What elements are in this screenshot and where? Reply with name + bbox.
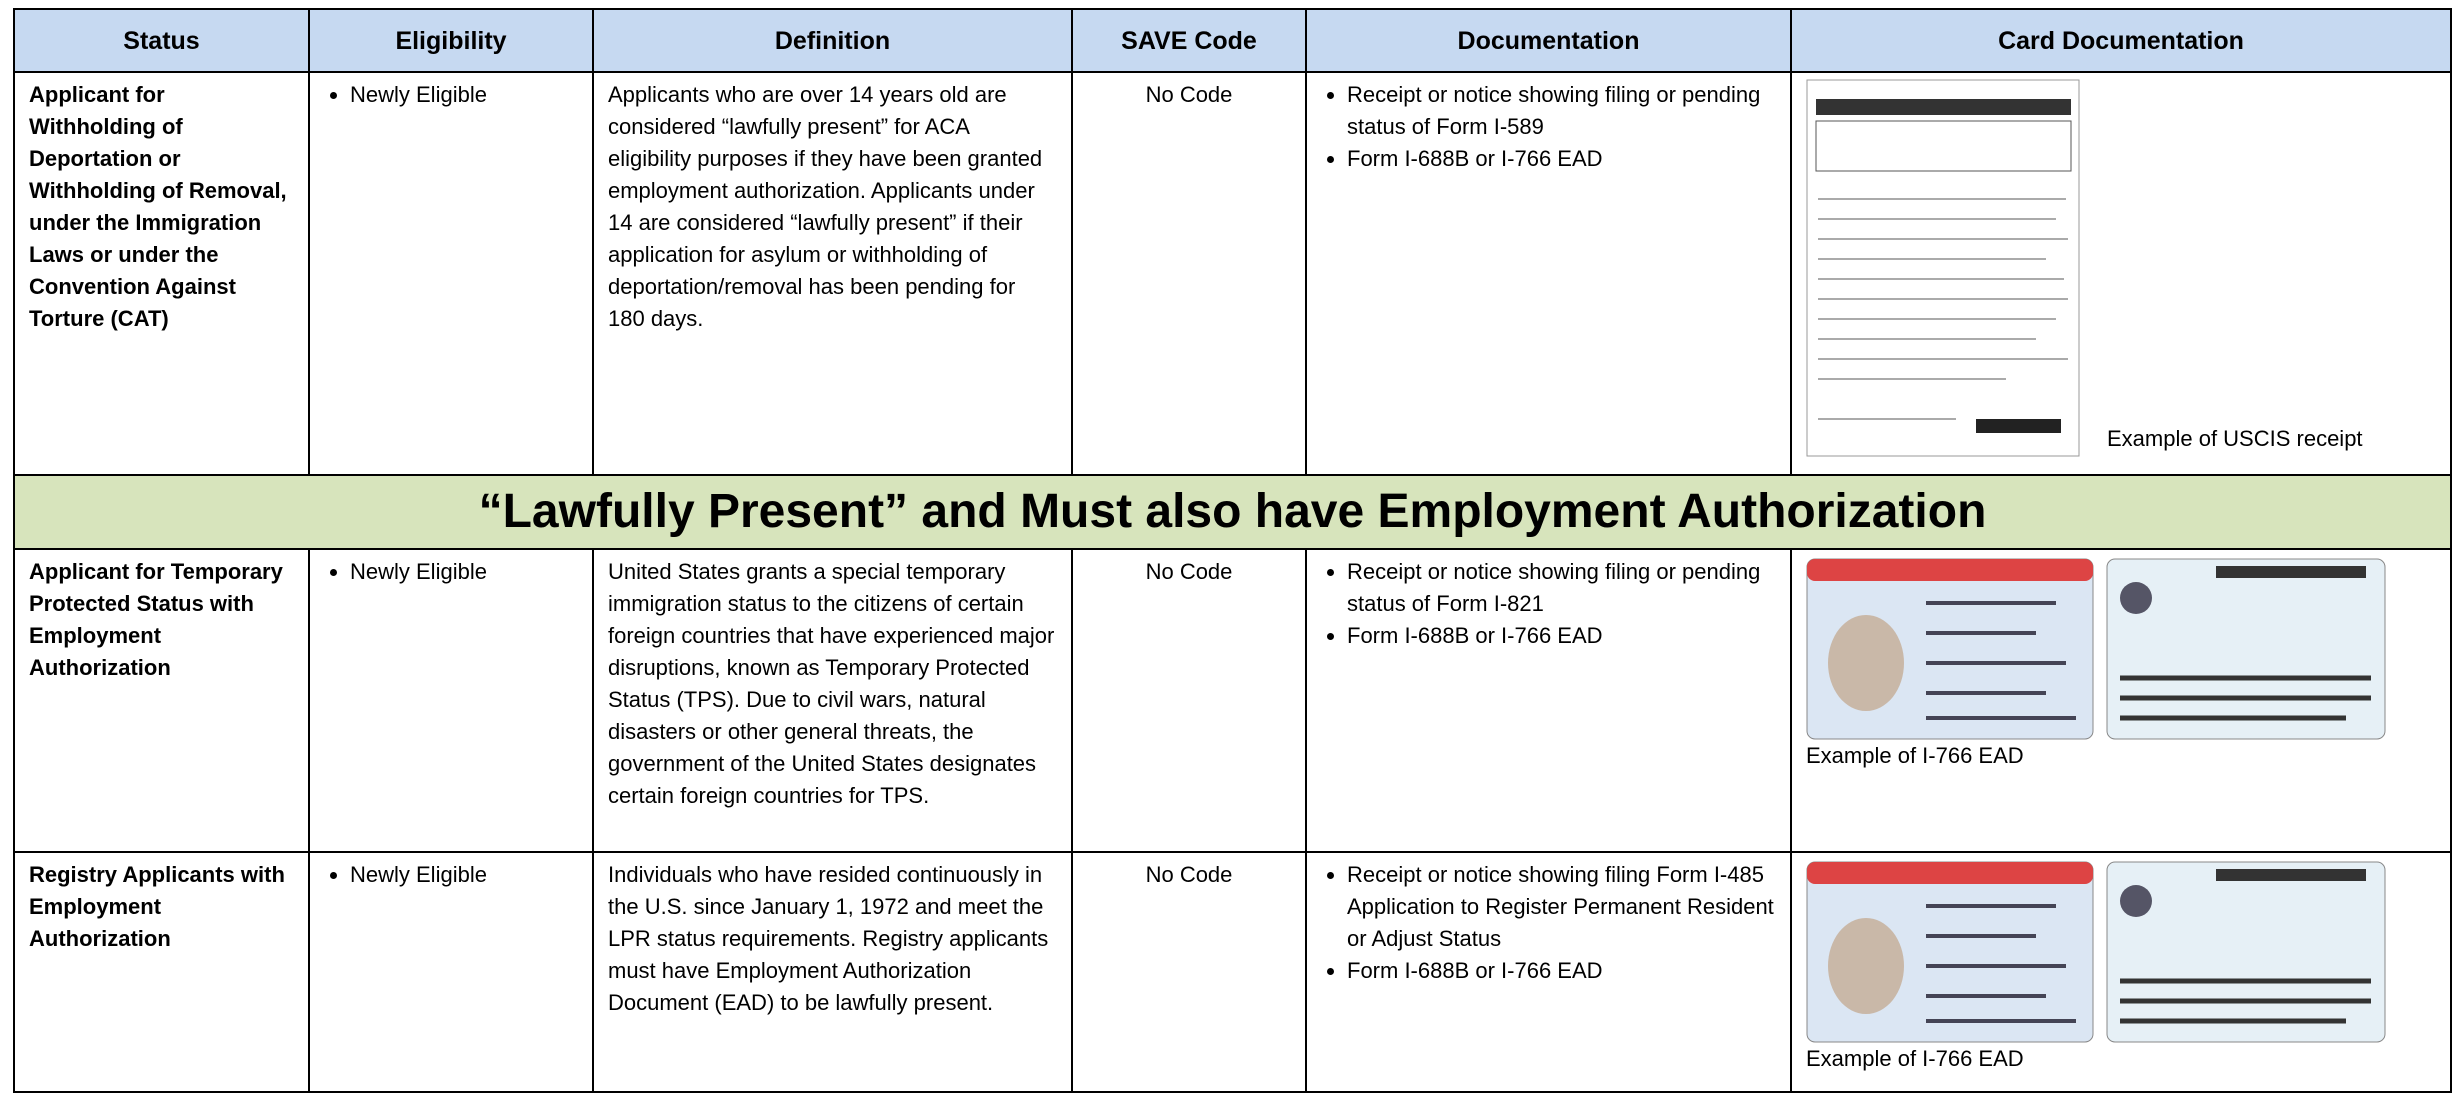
card-front xyxy=(1806,861,2094,1043)
definition: United States grants a special temporary… xyxy=(592,548,1073,853)
doc-item: Receipt or notice showing filing or pend… xyxy=(1347,556,1776,620)
status-table: Status Eligibility Definition SAVE Code … xyxy=(13,8,2452,1093)
save-code: No Code xyxy=(1071,548,1307,853)
header-cell: Status xyxy=(13,8,310,73)
row: Registry Applicants with Employment Auth… xyxy=(13,851,2452,1093)
eligibility-item: Newly Eligible xyxy=(350,79,578,111)
card-cell: Example of USCIS receipt xyxy=(1790,71,2452,476)
header-cell: SAVE Code xyxy=(1071,8,1307,73)
eligibility: Newly Eligible xyxy=(308,71,594,476)
card-cell: Example of I-766 EAD xyxy=(1790,851,2452,1093)
card-back xyxy=(2106,861,2386,1043)
status: Registry Applicants with Employment Auth… xyxy=(13,851,310,1093)
eligibility: Newly Eligible xyxy=(308,548,594,853)
row: Applicant for Withholding of Deportation… xyxy=(13,71,2452,476)
documentation: Receipt or notice showing filing or pend… xyxy=(1305,71,1792,476)
eligibility-item: Newly Eligible xyxy=(350,859,578,891)
eligibility: Newly Eligible xyxy=(308,851,594,1093)
card-back xyxy=(2106,558,2386,740)
card-caption: Example of I-766 EAD xyxy=(1806,1046,2024,1071)
card-caption: Example of I-766 EAD xyxy=(1806,743,2024,768)
doc-item: Form I-688B or I-766 EAD xyxy=(1347,620,1776,652)
documentation: Receipt or notice showing filing Form I-… xyxy=(1305,851,1792,1093)
save-code: No Code xyxy=(1071,71,1307,476)
status: Applicant for Temporary Protected Status… xyxy=(13,548,310,853)
doc-item: Receipt or notice showing filing Form I-… xyxy=(1347,859,1776,955)
doc-item: Form I-688B or I-766 EAD xyxy=(1347,143,1776,175)
header-row: Status Eligibility Definition SAVE Code … xyxy=(13,8,2452,73)
doc-item: Form I-688B or I-766 EAD xyxy=(1347,955,1776,987)
banner: “Lawfully Present” and Must also have Em… xyxy=(13,474,2452,550)
card-front xyxy=(1806,558,2094,740)
status: Applicant for Withholding of Deportation… xyxy=(13,71,310,476)
save-code: No Code xyxy=(1071,851,1307,1093)
definition: Individuals who have resided continuousl… xyxy=(592,851,1073,1093)
doc-item: Receipt or notice showing filing or pend… xyxy=(1347,79,1776,143)
row: Applicant for Temporary Protected Status… xyxy=(13,548,2452,853)
card-caption: Example of USCIS receipt xyxy=(2107,426,2363,451)
header-cell: Eligibility xyxy=(308,8,594,73)
header-cell: Documentation xyxy=(1305,8,1792,73)
documentation: Receipt or notice showing filing or pend… xyxy=(1305,548,1792,853)
receipt-image xyxy=(1806,79,2080,457)
header-cell: Card Documentation xyxy=(1790,8,2452,73)
header-cell: Definition xyxy=(592,8,1073,73)
definition: Applicants who are over 14 years old are… xyxy=(592,71,1073,476)
card-cell: Example of I-766 EAD xyxy=(1790,548,2452,853)
eligibility-item: Newly Eligible xyxy=(350,556,578,588)
banner-row: “Lawfully Present” and Must also have Em… xyxy=(13,474,2452,550)
